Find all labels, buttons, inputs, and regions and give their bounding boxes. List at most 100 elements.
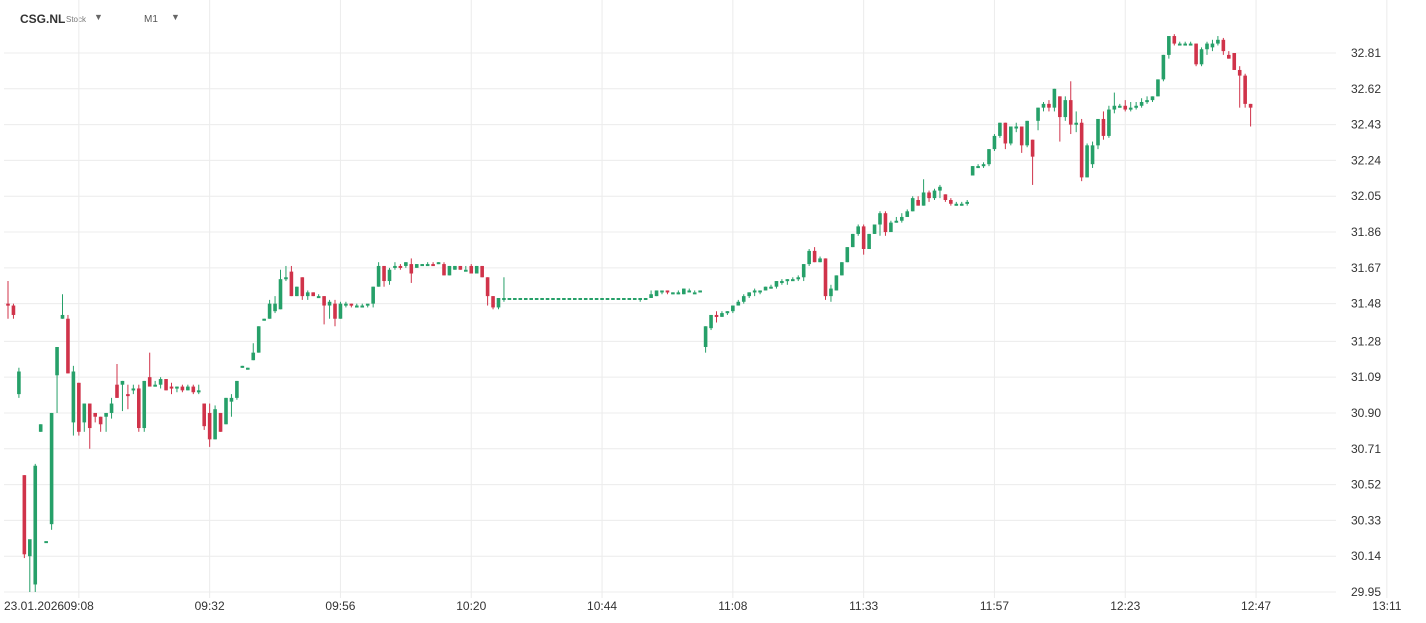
candle-body [109,403,114,413]
candle-body [382,265,386,282]
candle-body [823,258,828,297]
caret-down-icon[interactable]: ▼ [94,12,103,22]
y-tick-label: 32.24 [1351,153,1381,167]
candle-body [507,298,512,300]
candle-body [425,264,430,267]
candle-body [240,365,245,368]
candle-body [496,298,501,308]
candle-body [1030,139,1035,157]
candle-body [322,296,326,306]
candle-body [1101,118,1106,136]
candle-body [1205,43,1209,50]
candle-body [491,296,495,308]
y-tick-label: 31.86 [1351,225,1381,239]
candle-body [453,265,457,270]
candle-body [1139,102,1144,106]
y-tick-label: 30.52 [1351,478,1381,492]
candle-body [965,201,969,204]
candle-body [458,265,463,270]
candle-body [1019,126,1024,146]
candle-body [414,264,419,268]
x-tick-label: 23.01.2026 [4,599,64,613]
candle-body [175,386,179,389]
instrument-type-label: Stock [66,15,87,24]
candle-body [87,403,92,429]
candle-body [93,412,97,417]
symbol-label[interactable]: CSG.NL [20,12,66,26]
candle-body [251,352,256,361]
candle-body [153,384,157,387]
candle-body [164,379,168,391]
candle-body [447,265,452,276]
candle-body [627,298,632,300]
candle-body [485,277,490,297]
candle-body [115,384,119,398]
candle-body [894,220,899,223]
candle-body [1058,96,1062,118]
candle-body [725,311,730,314]
candle-body [420,264,424,267]
y-tick-label: 31.09 [1351,370,1381,384]
candle-body [638,298,642,300]
candle-body [959,203,964,206]
x-tick-label: 11:08 [718,599,747,613]
chart-header: CSG.NL Stock ▼ M1 ▼ [0,0,1426,36]
candle-body [769,286,773,289]
candle-body [812,250,817,263]
candle-body [1145,100,1149,103]
candle-body [889,222,893,233]
candle-body [44,541,48,544]
candle-body [758,290,762,293]
candle-body [1161,54,1166,80]
y-tick-label: 29.95 [1351,585,1381,599]
candle-body [665,290,670,293]
candle-body [878,213,882,225]
y-tick-label: 32.05 [1351,189,1381,203]
timeframe-selector[interactable]: M1 [144,14,158,25]
candle-body [104,412,108,417]
candle-body [698,290,702,293]
candle-body [38,424,43,432]
candle-body [316,296,321,299]
y-tick-label: 31.67 [1351,261,1381,275]
candle-body [17,371,21,395]
candle-body [845,247,850,263]
candle-body [529,298,533,300]
candle-body [360,305,365,308]
candle-body [545,298,550,300]
candle-body [1199,49,1204,65]
candle-body [785,279,790,282]
candle-body [120,380,125,385]
candle-body [1025,120,1029,146]
x-tick-label: 09:56 [325,599,355,613]
candle-body [856,226,860,234]
candle-body [752,290,757,293]
candle-body [393,265,397,268]
x-tick-label: 11:33 [849,599,878,613]
candle-body [273,303,277,312]
candle-body [987,149,991,165]
candle-body [709,314,713,329]
candle-body [992,135,997,150]
candle-body [682,288,686,295]
candle-body [523,298,528,300]
candle-body [660,290,664,293]
candle-body [33,465,38,585]
candle-body [861,226,866,249]
candle-body [464,269,468,272]
candle-body [589,298,593,300]
candle-body [818,258,822,263]
caret-down-icon[interactable]: ▼ [171,12,180,22]
candle-body [714,314,719,317]
candle-body [605,298,610,300]
candle-body [573,298,577,300]
candle-body [1150,96,1155,101]
candle-body [235,380,239,398]
candle-body [1210,43,1215,48]
candle-body [169,386,174,389]
candle-body [556,298,561,300]
candle-body [622,298,626,300]
candle-body [6,303,10,306]
candle-body [671,292,675,295]
